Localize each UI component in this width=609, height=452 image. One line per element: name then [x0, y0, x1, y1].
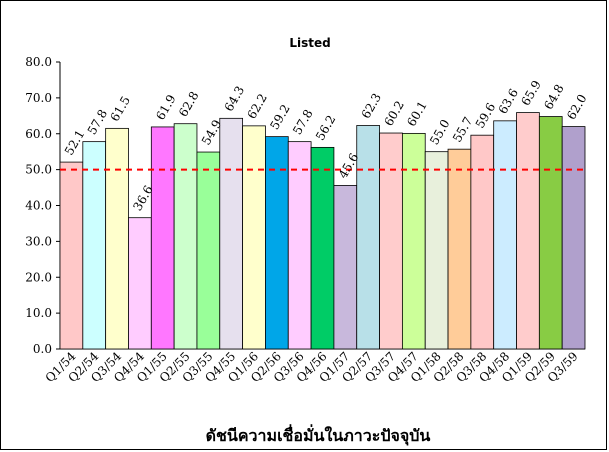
- data-label: 62.8: [176, 89, 201, 119]
- data-label: 61.9: [153, 92, 178, 122]
- y-tick-label: 0.0: [33, 342, 52, 356]
- bar: [128, 217, 152, 350]
- bar: [470, 134, 495, 350]
- bar: [447, 148, 472, 350]
- chart-title: Listed: [289, 36, 330, 50]
- bar: [287, 141, 312, 350]
- bar: [493, 120, 517, 350]
- y-tick-label: 80.0: [25, 55, 52, 69]
- bar: [59, 161, 84, 350]
- x-axis-title: ดัชนีความเชื่อมั่นในภาวะปัจจุบัน: [206, 424, 431, 446]
- bar: [333, 185, 358, 350]
- data-label: 57.8: [290, 107, 315, 137]
- data-label: 60.2: [381, 98, 406, 128]
- bar: [219, 117, 244, 350]
- data-label: 61.5: [108, 94, 133, 124]
- bar: [310, 146, 335, 350]
- bar: [82, 141, 107, 350]
- data-label: 65.9: [518, 78, 543, 108]
- bar: [196, 151, 221, 350]
- data-label: 56.2: [313, 113, 338, 143]
- y-tick-label: 10.0: [25, 306, 52, 320]
- data-label: 62.0: [564, 92, 589, 122]
- bar: [265, 136, 289, 350]
- bar: [150, 126, 175, 350]
- y-tick-label: 60.0: [25, 127, 52, 141]
- category-labels: Q1/54Q2/54Q3/54Q4/54Q1/55Q2/55Q3/55Q4/55…: [43, 349, 581, 385]
- data-label: 64.8: [541, 82, 566, 112]
- data-label: 62.2: [244, 91, 269, 121]
- data-label: 60.1: [404, 99, 429, 129]
- chart-bars: [59, 112, 586, 350]
- bar: [516, 112, 540, 350]
- data-label: 59.2: [267, 102, 292, 132]
- bar: [538, 116, 563, 350]
- y-tick-label: 70.0: [25, 91, 52, 105]
- y-tick-label: 50.0: [25, 163, 52, 177]
- data-label: 62.3: [359, 91, 384, 121]
- bar: [379, 132, 403, 350]
- bar: [173, 123, 198, 350]
- chart-axes: 0.0 10.0 20.0 30.0 40.0 50.0 60.0 70.0 80.0: [25, 55, 585, 356]
- bar: [242, 125, 266, 350]
- bar: [105, 127, 129, 350]
- bar: [401, 132, 426, 350]
- bar: [424, 151, 449, 350]
- y-tick-label: 40.0: [25, 199, 52, 213]
- data-label: 64.3: [222, 84, 247, 114]
- y-tick-label: 20.0: [25, 270, 52, 284]
- y-tick-label: 30.0: [25, 234, 52, 248]
- bar: [561, 126, 586, 350]
- data-label: 55.0: [427, 117, 452, 147]
